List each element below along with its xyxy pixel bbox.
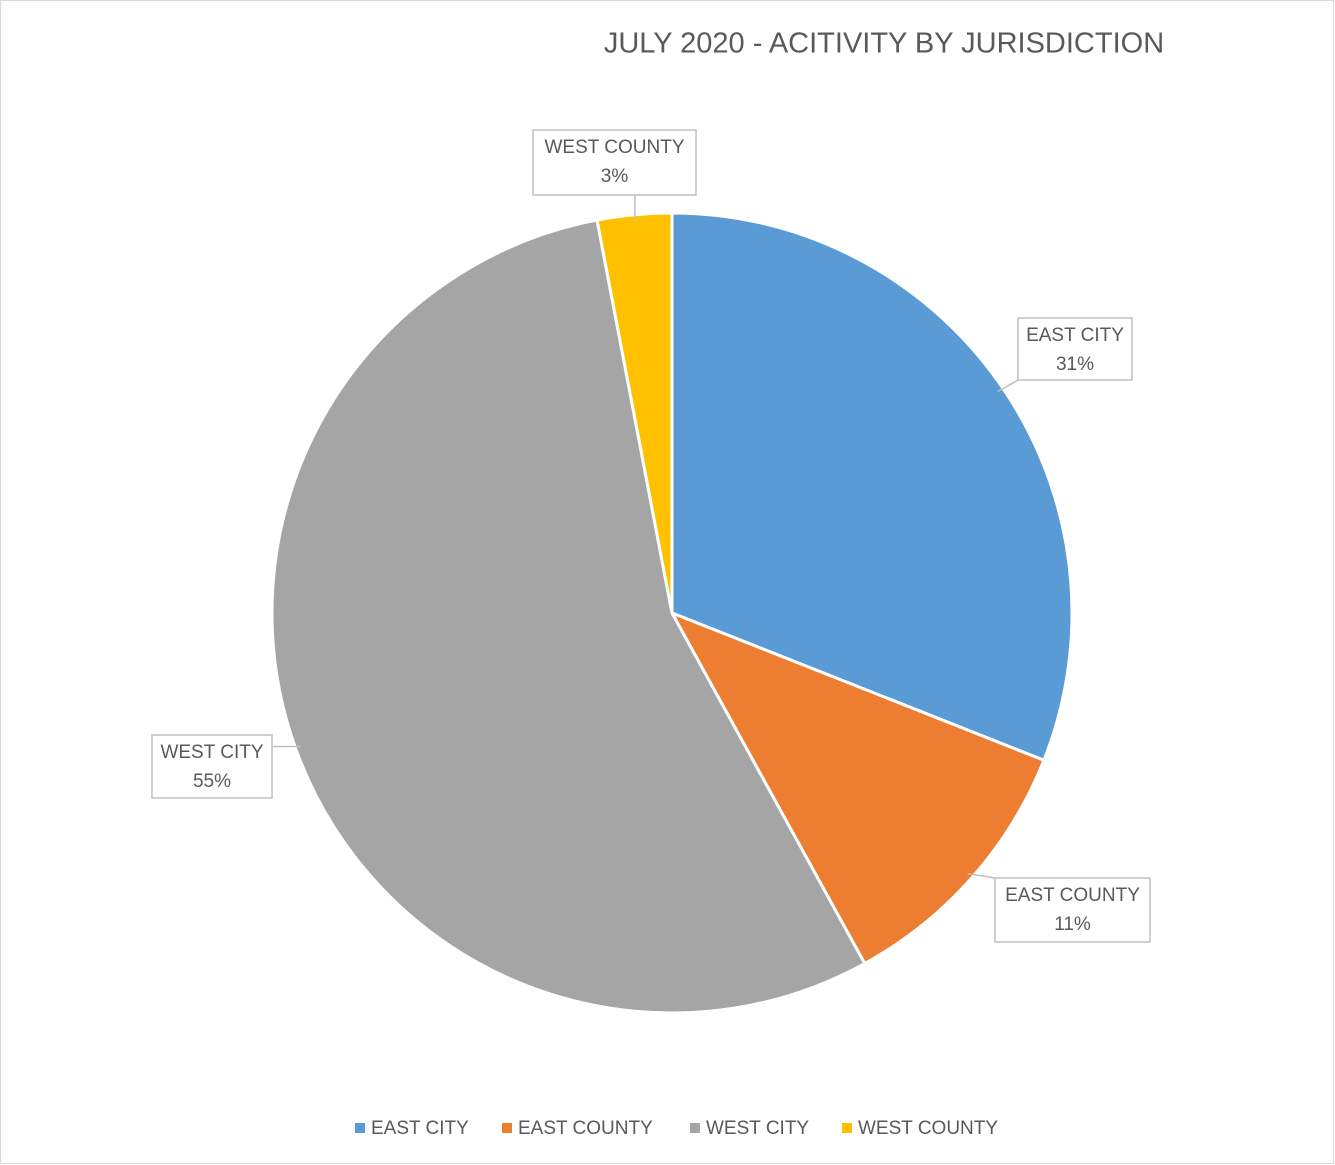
legend-label: EAST CITY [371,1118,469,1139]
pie-slice [668,610,1046,966]
legend-label: WEST COUNTY [858,1118,998,1139]
chart-title: JULY 2020 - ACITIVITY BY JURISDICTION [604,28,1164,60]
data-label-value: 11% [1054,914,1091,935]
data-label-name: EAST CITY [1026,325,1124,346]
legend-label: EAST COUNTY [518,1118,653,1139]
callout-pointer [967,872,996,879]
legend-swatch [842,1123,852,1133]
legend-swatch [355,1123,365,1133]
callout-box [994,877,1151,943]
callout-pointer [997,379,1019,393]
data-label-value: 55% [193,771,231,792]
callout-box [151,734,273,799]
data-label-name: WEST CITY [160,742,263,763]
data-label-value: 3% [601,166,629,187]
legend-label: WEST CITY [706,1118,809,1139]
callout-box [1017,317,1133,381]
data-label-name: WEST COUNTY [544,137,684,158]
data-label-value: 31% [1056,354,1094,375]
legend-swatch [690,1123,700,1133]
callout-box [532,129,697,196]
data-label-name: EAST COUNTY [1005,885,1140,906]
legend-swatch [502,1123,512,1133]
pie-slice [270,218,867,1015]
